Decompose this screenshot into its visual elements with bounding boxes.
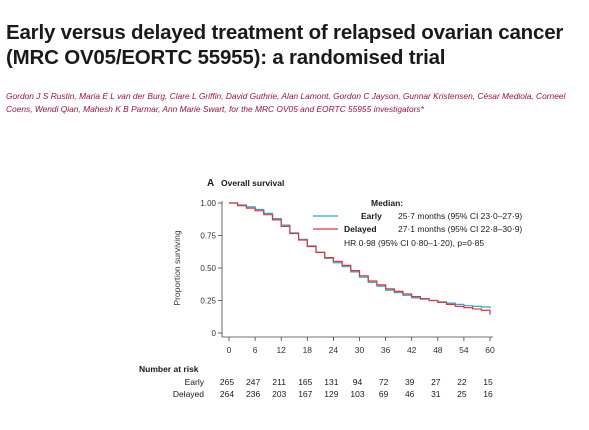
y-tick-label: 0.50 <box>200 264 216 273</box>
author-list: Gordon J S Rustin, Maria E L van der Bur… <box>6 91 566 114</box>
legend-title: Median: <box>371 198 403 208</box>
risk-value: 247 <box>246 377 260 387</box>
risk-value: 236 <box>246 389 260 399</box>
y-axis-label: Proportion surviving <box>172 230 182 305</box>
risk-value: 31 <box>431 389 441 399</box>
x-tick-label: 12 <box>276 345 286 355</box>
risk-value: 167 <box>298 389 312 399</box>
risk-value: 46 <box>405 389 415 399</box>
km-curve-delayed <box>229 202 491 315</box>
risk-row-label: Delayed <box>173 389 204 399</box>
risk-value: 211 <box>272 377 286 387</box>
risk-value: 16 <box>483 389 493 399</box>
x-tick-label: 54 <box>459 345 469 355</box>
risk-value: 265 <box>220 377 234 387</box>
survival-curves <box>229 202 491 315</box>
panel-label: A <box>207 178 214 189</box>
risk-value: 39 <box>405 377 415 387</box>
risk-value: 15 <box>483 377 493 387</box>
x-tick-label: 24 <box>329 345 339 355</box>
risk-value: 72 <box>379 377 389 387</box>
risk-value: 69 <box>379 389 389 399</box>
x-tick-label: 0 <box>227 345 232 355</box>
x-tick-label: 30 <box>355 345 365 355</box>
y-tick-label: 0.25 <box>200 297 216 306</box>
legend-delayed-median: 27·1 months (95% CI 22·8–30·9) <box>398 224 522 234</box>
risk-row-label: Early <box>185 377 205 387</box>
x-tick-label: 48 <box>433 345 443 355</box>
legend-delayed-name: Delayed <box>344 224 377 234</box>
x-tick-label: 36 <box>381 345 391 355</box>
y-tick-label: 0.75 <box>200 232 216 241</box>
risk-value: 264 <box>220 389 234 399</box>
x-tick-label: 6 <box>253 345 258 355</box>
chart-title: Overall survival <box>221 178 284 188</box>
risk-value: 165 <box>298 377 312 387</box>
risk-value: 131 <box>324 377 338 387</box>
chart-axes: 0 0.25 0.50 0.75 1.00 0 6 12 18 24 30 36 42 48 54 60 <box>200 199 495 355</box>
y-tick-label: 1.00 <box>200 199 216 208</box>
risk-value: 94 <box>353 377 363 387</box>
article-title: Early versus delayed treatment of relaps… <box>6 21 564 69</box>
x-tick-label: 60 <box>485 345 495 355</box>
risk-value: 22 <box>457 377 467 387</box>
risk-value: 103 <box>350 389 364 399</box>
x-tick-label: 18 <box>303 345 313 355</box>
risk-value: 203 <box>272 389 286 399</box>
risk-table: Early 265 247 211 165 131 94 72 39 27 22 15 Delayed 2… <box>173 377 493 399</box>
risk-value: 27 <box>431 377 441 387</box>
hazard-ratio-text: HR 0·98 (95% CI 0·80–1·20), p=0·85 <box>344 238 484 248</box>
x-tick-label: 42 <box>407 345 417 355</box>
risk-table-title: Number at risk <box>139 364 199 374</box>
y-tick-label: 0 <box>212 329 217 338</box>
risk-value: 25 <box>457 389 467 399</box>
legend-early-median: 25·7 months (95% CI 23·0–27·9) <box>398 211 522 221</box>
risk-value: 129 <box>324 389 338 399</box>
legend-early-name: Early <box>361 211 382 221</box>
